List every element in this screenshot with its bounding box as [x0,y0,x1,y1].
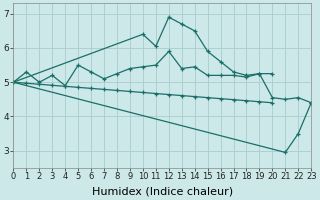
X-axis label: Humidex (Indice chaleur): Humidex (Indice chaleur) [92,187,233,197]
